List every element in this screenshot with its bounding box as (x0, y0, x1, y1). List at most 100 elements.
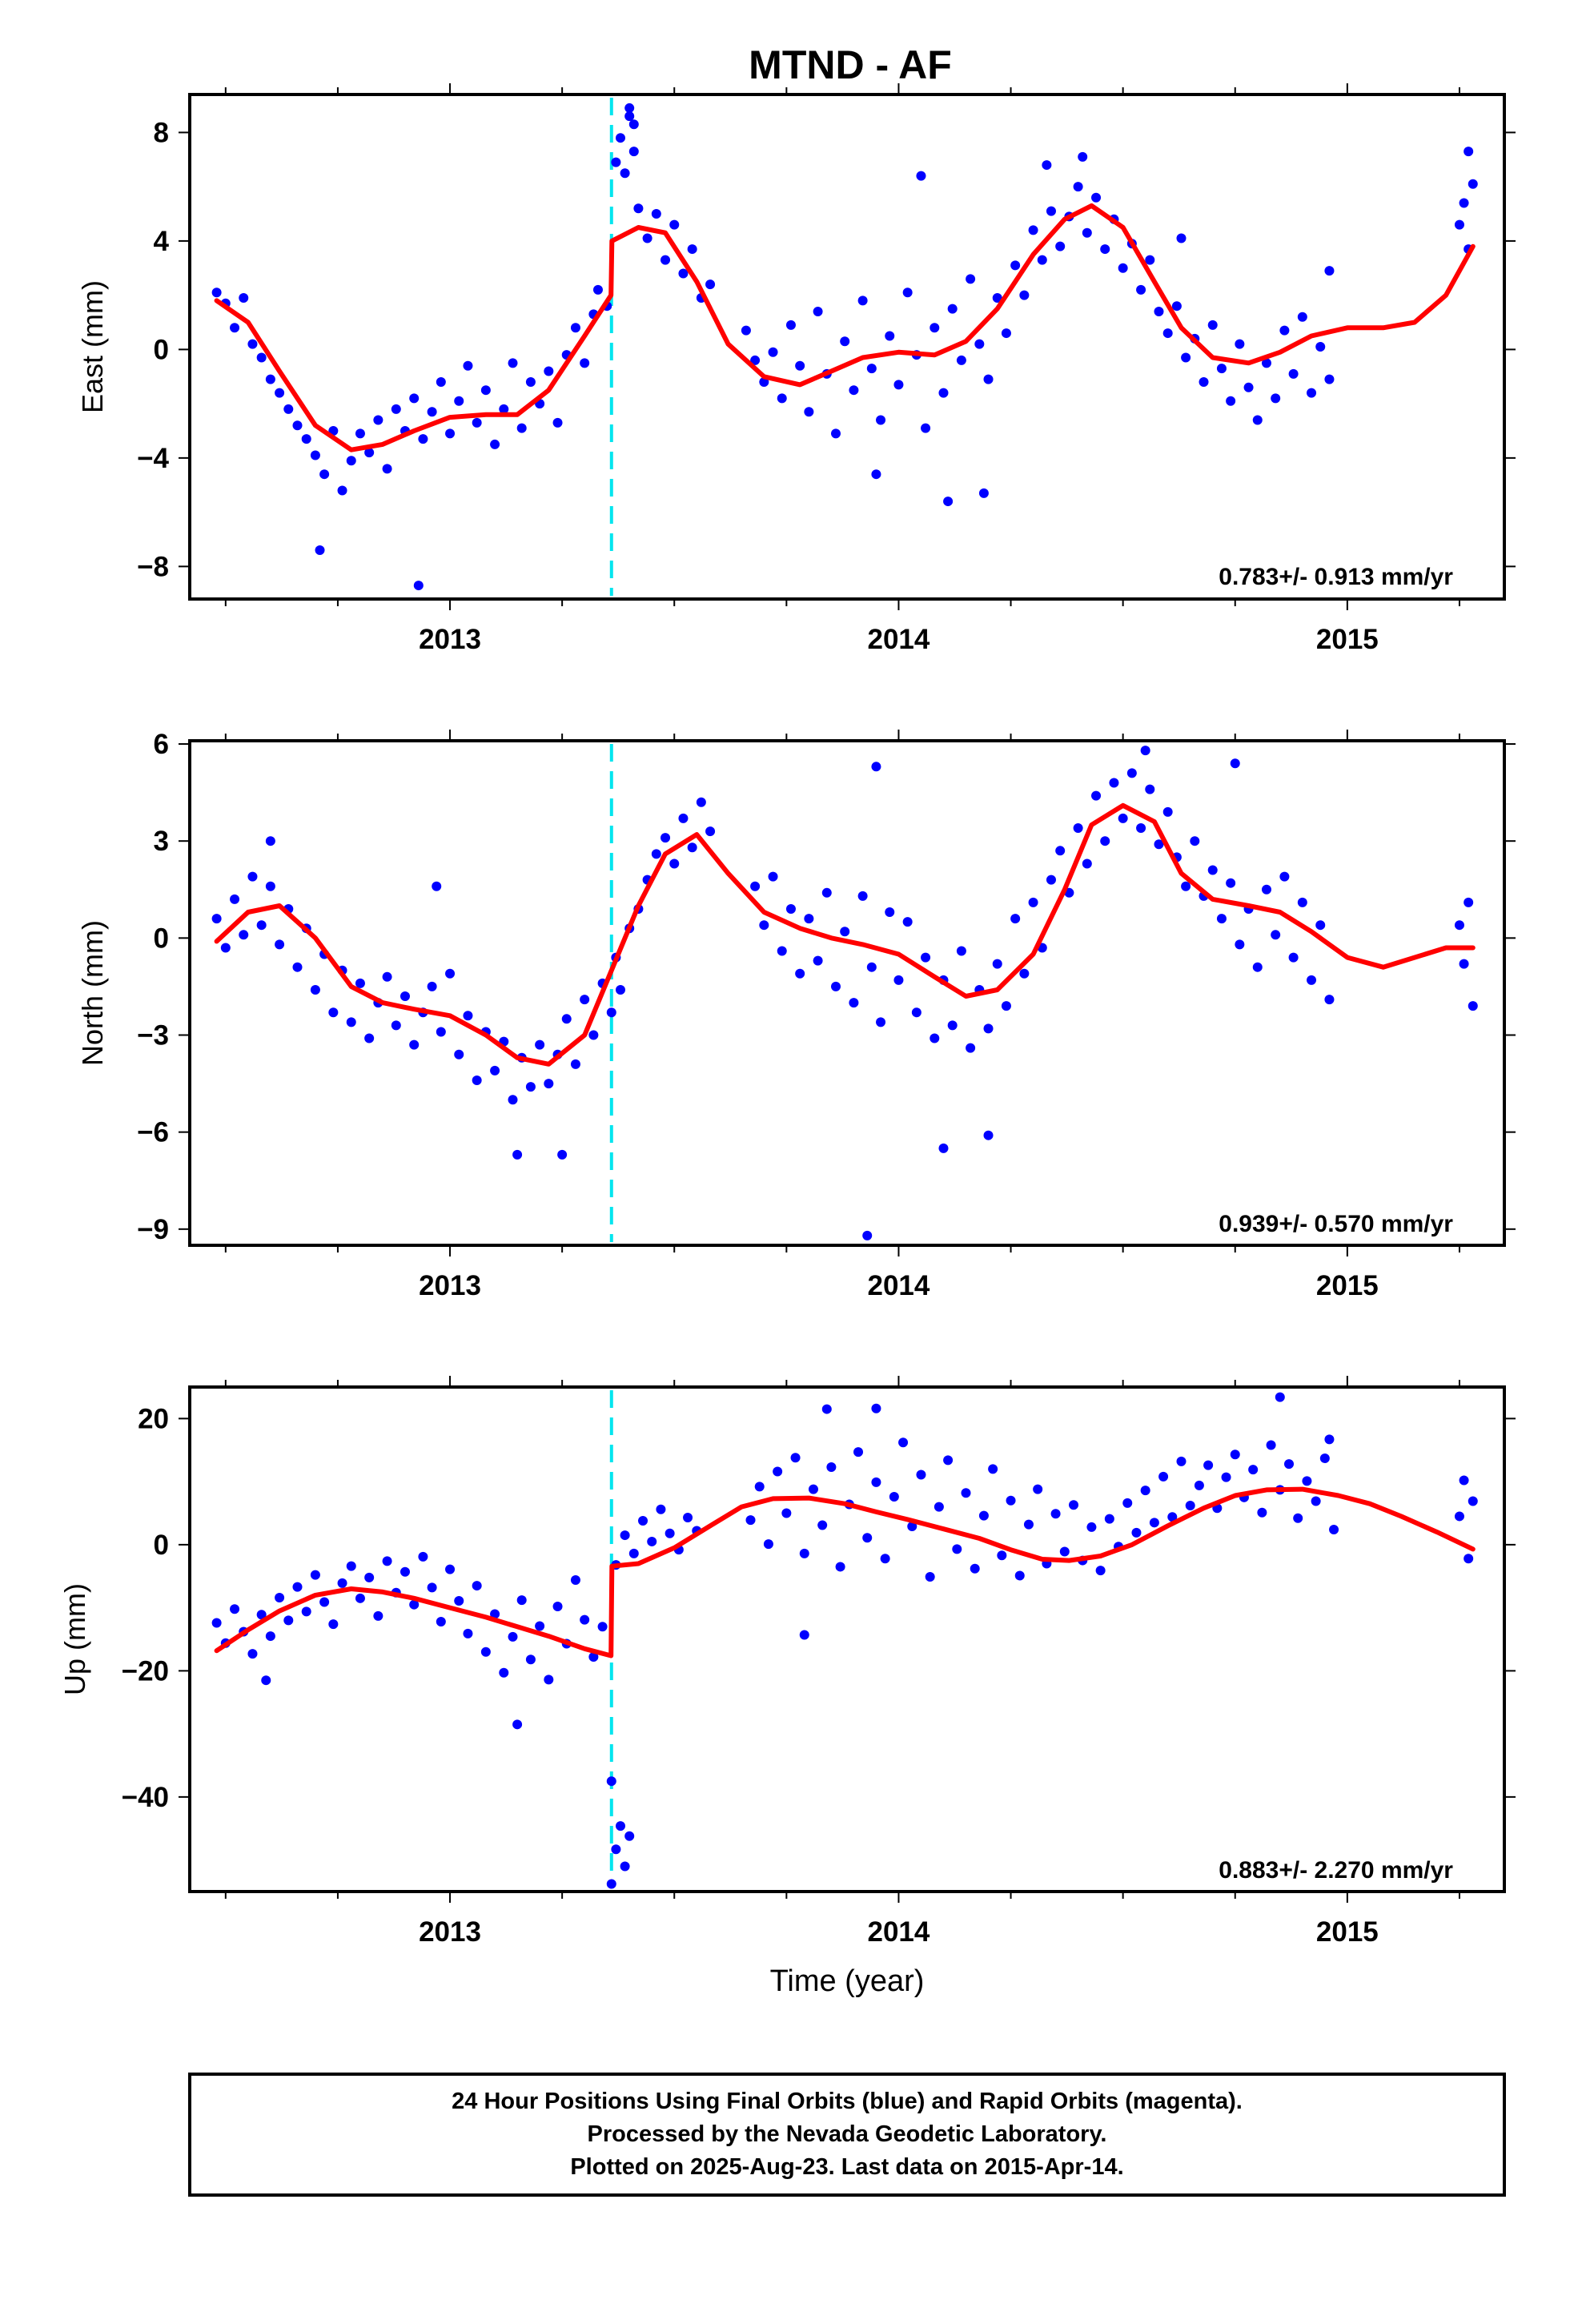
north-data-point (256, 920, 267, 931)
north-data-point (1154, 839, 1164, 850)
north-y-tick-label: −6 (137, 1117, 169, 1148)
up-data-point (773, 1466, 783, 1477)
up-data-point (683, 1513, 693, 1523)
up-data-point (211, 1618, 222, 1628)
east-data-point (1078, 151, 1088, 162)
east-data-point (866, 364, 877, 374)
up-y-axis-label: Up (mm) (58, 1583, 91, 1695)
east-data-point (427, 407, 437, 417)
up-data-point (916, 1470, 926, 1480)
east-data-point (1042, 160, 1052, 171)
up-x-tick-label: 2015 (1316, 1916, 1379, 1948)
east-data-point (785, 320, 796, 330)
north-data-point (830, 981, 841, 991)
east-data-point (628, 119, 639, 130)
east-data-point (978, 488, 989, 498)
up-data-point (1248, 1465, 1259, 1475)
north-data-point (432, 881, 442, 891)
north-model-curve (214, 802, 1476, 1067)
north-data-point (759, 920, 769, 931)
east-data-point (1207, 320, 1218, 330)
up-data-point (552, 1602, 563, 1612)
north-data-point (1162, 806, 1173, 817)
north-data-point (364, 1033, 375, 1043)
north-data-point (239, 930, 249, 940)
up-data-point (638, 1515, 648, 1526)
north-data-point (678, 813, 689, 823)
east-data-point (669, 219, 680, 230)
north-data-point (580, 995, 590, 1005)
up-data-point (355, 1593, 365, 1603)
east-data-point (813, 306, 823, 316)
east-data-point (795, 360, 805, 371)
east-data-point (885, 331, 895, 341)
up-data-point (1167, 1512, 1178, 1522)
up-y-tick-label: 20 (138, 1403, 169, 1434)
east-data-point (382, 464, 392, 474)
up-data-point (781, 1508, 792, 1518)
up-data-point (1185, 1501, 1195, 1511)
up-data-point (978, 1510, 989, 1521)
east-data-point (687, 244, 697, 255)
up-model-curve (214, 1486, 1476, 1659)
north-data-point (1307, 975, 1317, 985)
up-data-point (427, 1582, 437, 1593)
north-data-point (1019, 968, 1030, 979)
up-data-points (211, 1392, 1478, 1889)
up-data-point (409, 1599, 420, 1610)
east-data-point (1454, 219, 1464, 230)
east-data-point (454, 396, 464, 406)
east-data-point (628, 147, 639, 157)
north-data-point (391, 1020, 401, 1031)
up-data-point (1293, 1513, 1303, 1523)
north-data-point (956, 946, 966, 956)
north-x-tick-label: 2015 (1316, 1270, 1379, 1301)
up-data-point (970, 1563, 980, 1574)
up-panel: Up (mm) 0.883+/- 2.270 mm/yr Time (year)… (58, 1376, 1516, 1998)
east-data-point (615, 133, 625, 143)
up-data-point (656, 1504, 666, 1514)
east-data-point (624, 103, 635, 113)
north-data-point (966, 1043, 976, 1053)
east-data-point (741, 325, 751, 336)
north-data-point (265, 881, 275, 891)
up-data-point (934, 1502, 944, 1512)
north-data-point (1230, 758, 1240, 769)
up-data-point (373, 1610, 383, 1621)
up-data-point (525, 1655, 536, 1665)
north-data-point (777, 946, 787, 956)
north-data-point (472, 1076, 482, 1086)
east-data-point (570, 323, 580, 333)
north-data-point (813, 955, 823, 966)
east-data-point (849, 385, 859, 396)
east-data-point (938, 388, 949, 398)
up-data-point (490, 1609, 500, 1619)
up-data-point (1086, 1522, 1097, 1532)
up-data-point (1014, 1570, 1025, 1581)
up-data-point (821, 1404, 832, 1414)
north-data-point (902, 917, 913, 927)
up-x-tick-label: 2014 (868, 1916, 930, 1948)
north-data-point (821, 887, 832, 898)
up-data-point (346, 1561, 356, 1571)
east-data-point (1315, 342, 1326, 352)
east-data-point (1324, 374, 1335, 384)
up-data-point (1454, 1511, 1464, 1522)
north-data-point (921, 952, 931, 963)
north-data-point (1235, 939, 1245, 950)
north-data-point (1468, 1001, 1478, 1011)
north-data-point (1207, 865, 1218, 875)
up-data-point (1131, 1527, 1142, 1538)
east-data-point (445, 428, 456, 439)
up-data-point (1302, 1476, 1312, 1486)
up-data-point (292, 1582, 303, 1592)
east-data-point (364, 448, 375, 458)
east-data-point (516, 423, 527, 433)
north-data-point (1136, 823, 1146, 834)
north-data-point (275, 939, 285, 950)
up-data-point (328, 1619, 339, 1630)
up-rate-label: 0.883+/- 2.270 mm/yr (1219, 1857, 1453, 1884)
north-data-point (785, 904, 796, 914)
up-data-point (301, 1606, 311, 1617)
